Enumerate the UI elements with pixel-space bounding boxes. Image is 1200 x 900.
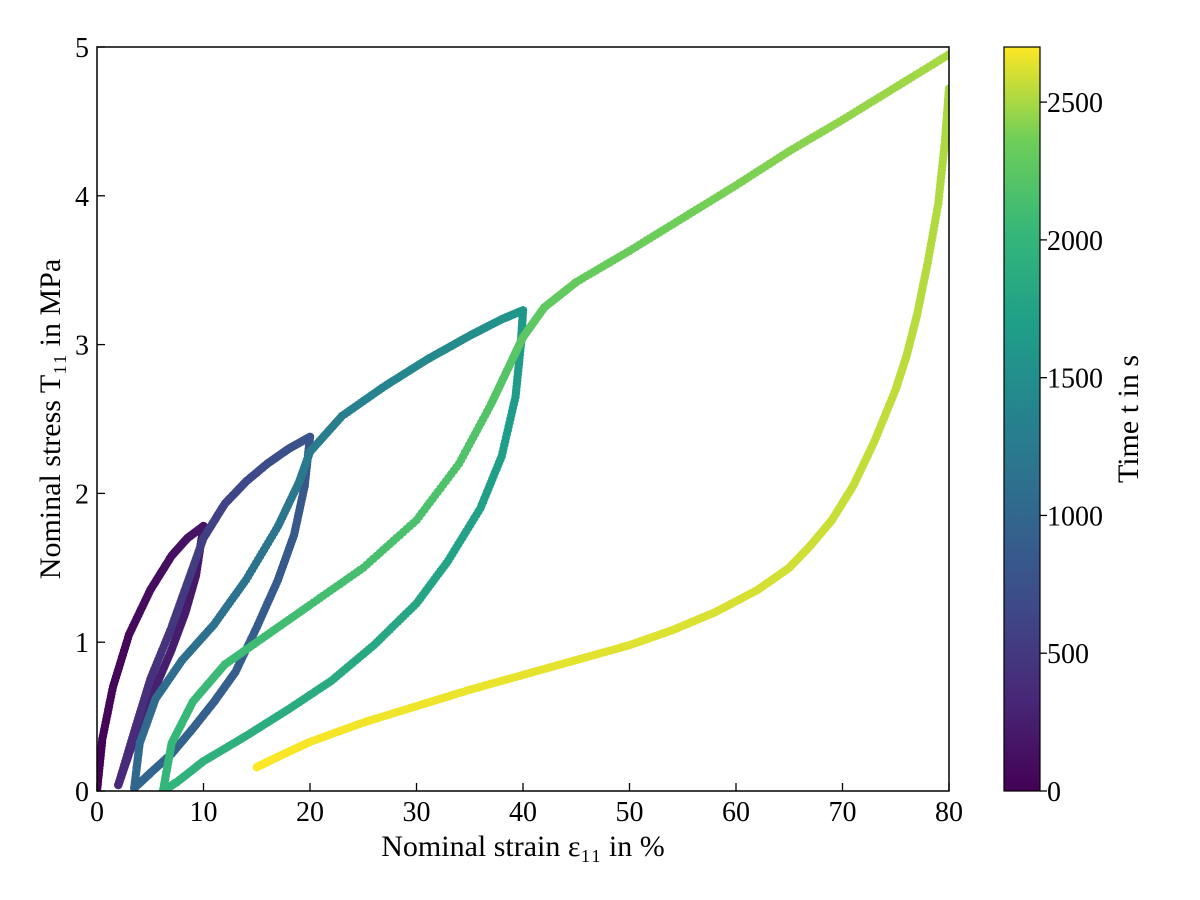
x-tick-label: 40 xyxy=(509,797,537,828)
x-tick-label: 0 xyxy=(90,797,104,828)
colorbar-tick-label: 1500 xyxy=(1047,364,1103,395)
colorbar xyxy=(1003,46,1041,792)
colorbar-tick-label: 2500 xyxy=(1047,88,1103,119)
x-axis-label: Nominal strain ε₁₁ in % xyxy=(381,830,664,863)
x-axis-ticks: 0 10 20 30 40 50 60 70 80 xyxy=(90,783,963,828)
colorbar-tick-label: 0 xyxy=(1047,777,1061,808)
colorbar-tick-label: 1000 xyxy=(1047,501,1103,532)
x-tick-label: 50 xyxy=(616,797,644,828)
y-tick-label: 5 xyxy=(75,33,89,64)
y-tick-label: 1 xyxy=(75,628,89,659)
colorbar-ticks: 0 500 1000 1500 2000 2500 xyxy=(1040,88,1103,808)
y-axis-label: Nominal stress T₁₁ in MPa xyxy=(34,259,67,579)
colorbar-tick-label: 2000 xyxy=(1047,226,1103,257)
x-tick-label: 80 xyxy=(935,797,963,828)
colorbar-label: Time t in s xyxy=(1112,355,1145,483)
y-tick-label: 4 xyxy=(75,182,89,213)
x-tick-label: 70 xyxy=(829,797,857,828)
x-tick-label: 30 xyxy=(403,797,431,828)
data-point xyxy=(252,763,261,772)
colorbar-tick-label: 500 xyxy=(1047,639,1089,670)
y-tick-label: 3 xyxy=(75,331,89,362)
x-tick-label: 10 xyxy=(190,797,218,828)
plot-frame xyxy=(96,46,950,792)
y-axis-ticks: 0 1 2 3 4 5 xyxy=(75,33,105,808)
x-tick-label: 20 xyxy=(296,797,324,828)
y-tick-label: 2 xyxy=(75,479,89,510)
data-markers xyxy=(97,50,949,791)
x-tick-label: 60 xyxy=(722,797,750,828)
y-tick-label: 0 xyxy=(75,777,89,808)
data-point xyxy=(944,50,949,59)
